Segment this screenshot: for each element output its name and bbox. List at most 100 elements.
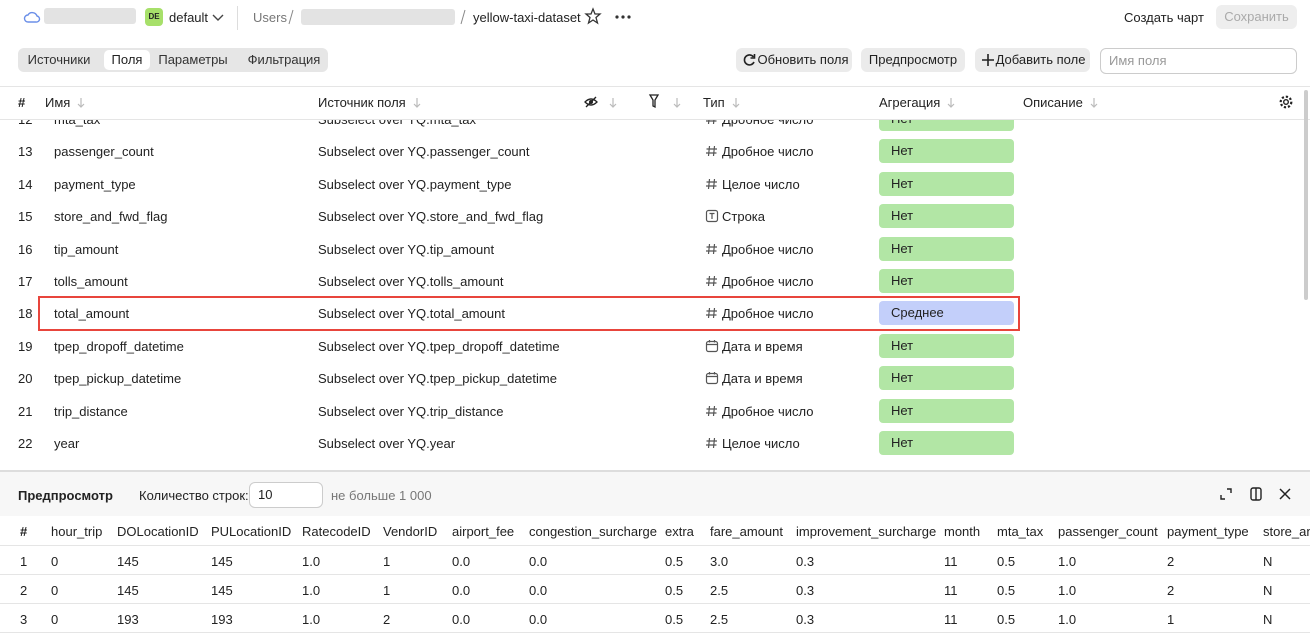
preview-column-header: DOLocationID (117, 524, 199, 539)
field-row: 22 year Subselect over YQ.year Целое число Н… (0, 427, 1310, 459)
aggregation[interactable]: Нет (879, 236, 1014, 261)
preview-cell: N (1263, 583, 1273, 598)
row-number: 17 (18, 274, 33, 289)
more-icon[interactable] (615, 15, 631, 19)
preview-cell: 1.0 (302, 583, 321, 598)
field-type[interactable]: Дата и время (722, 371, 803, 387)
field-type[interactable]: Дробное число (722, 144, 814, 160)
preview-cell: 1.0 (1058, 583, 1077, 598)
tab[interactable]: Параметры (158, 52, 228, 67)
preview-cell: 193 (211, 612, 233, 627)
preview-cell: N (1263, 612, 1273, 627)
row-number: 16 (18, 241, 33, 257)
field-name[interactable]: tpep_dropoff_datetime (54, 338, 184, 354)
preview-cell: 1 (383, 554, 391, 569)
breadcrumb[interactable]: Users (253, 10, 287, 25)
create-chart-button[interactable]: Создать чарт (1124, 10, 1204, 25)
workspace-name[interactable]: default (169, 10, 209, 25)
preview-cell: 2 (1167, 554, 1175, 569)
preview-cell: 0.5 (997, 554, 1016, 569)
aggregation[interactable]: Нет (879, 171, 1014, 196)
field-type[interactable]: Дробное число (722, 241, 814, 257)
field-type[interactable]: Дробное число (722, 119, 814, 127)
preview-cell: 11 (944, 554, 958, 569)
field-name[interactable]: trip_distance (54, 403, 128, 419)
field-name[interactable]: passenger_count (54, 144, 154, 160)
field-name[interactable]: mta_tax (54, 119, 101, 127)
field-name[interactable]: total_amount (54, 306, 130, 322)
preview-column-header: PULocationID (211, 524, 292, 539)
refresh-button[interactable]: Обновить поля (736, 48, 852, 72)
preview-cell: 1 (1167, 612, 1175, 627)
tab[interactable]: Фильтрация (247, 52, 321, 67)
tab[interactable]: Поля (104, 50, 150, 70)
preview-button[interactable]: Предпросмотр (861, 48, 965, 72)
field-source: Subselect over YQ.payment_type (318, 176, 512, 192)
separator (460, 9, 466, 25)
field-row: 19 tpep_dropoff_datetime Subselect over YQ… (0, 330, 1310, 362)
preview-cell: 0.5 (997, 583, 1016, 598)
type-icon (705, 210, 719, 223)
field-type[interactable]: Дата и время (722, 338, 803, 354)
column-header[interactable]: Имя (45, 95, 71, 110)
field-source: Subselect over YQ.total_amount (318, 306, 505, 322)
border (0, 545, 1310, 546)
row-number: 22 (18, 436, 33, 451)
type-icon (705, 372, 719, 385)
aggregation[interactable]: Нет (879, 366, 1014, 391)
field-name[interactable]: tpep_pickup_datetime (54, 371, 182, 387)
preview-cell: 0 (51, 554, 59, 569)
field-name[interactable]: year (54, 436, 80, 451)
row-number: 15 (18, 209, 33, 225)
field-type[interactable]: Целое число (722, 176, 800, 192)
row-number: 20 (18, 371, 33, 387)
preview-column-header: passenger_count (1058, 524, 1158, 539)
cloud-icon (23, 11, 41, 23)
column-header[interactable]: Описание (1023, 95, 1083, 110)
aggregation[interactable]: Нет (879, 139, 1014, 164)
preview-column-header: VendorID (383, 524, 438, 539)
field-type[interactable]: Целое число (722, 436, 800, 451)
preview-cell: 0.3 (796, 554, 815, 569)
aggregation[interactable]: Нет (879, 431, 1014, 455)
field-name[interactable]: store_and_fwd_flag (54, 209, 168, 225)
search-input[interactable]: Имя поля (1100, 48, 1297, 74)
preview-cell: 2 (20, 583, 28, 598)
column-header[interactable]: Тип (703, 95, 725, 110)
field-type[interactable]: Дробное число (722, 274, 814, 289)
preview-column-header: extra (665, 524, 694, 539)
type-icon (706, 405, 717, 416)
aggregation[interactable]: Нет (879, 119, 1014, 131)
aggregation[interactable]: Среднее (879, 301, 1014, 326)
field-type[interactable]: Дробное число (722, 403, 814, 419)
aggregation[interactable]: Нет (879, 398, 1014, 423)
close-icon (1279, 488, 1291, 500)
field-name[interactable]: tip_amount (54, 241, 119, 257)
tab[interactable]: Источники (27, 52, 91, 67)
star-icon[interactable] (584, 7, 602, 25)
aggregation[interactable]: Нет (879, 204, 1014, 229)
preview-column-header: month (944, 524, 981, 539)
add-field-button[interactable]: Добавить поле (975, 48, 1090, 72)
column-header[interactable]: Источник поля (318, 95, 406, 110)
preview-cell: 0.0 (529, 612, 548, 627)
aggregation[interactable]: Нет (879, 333, 1014, 358)
field-type[interactable]: Дробное число (722, 306, 814, 322)
field-source: Subselect over YQ.passenger_count (318, 144, 530, 160)
rows-input[interactable]: 10 (249, 482, 323, 508)
preview-cell: 11 (944, 583, 958, 598)
divider (237, 6, 238, 30)
field-source: Subselect over YQ.tpep_pickup_datetime (318, 371, 557, 387)
scrollbar (1304, 90, 1308, 300)
field-source: Subselect over YQ.year (318, 436, 456, 451)
preview-table: # hour_trip DOLocationID PULocationID Rateco… (0, 516, 1310, 633)
save-button[interactable]: Сохранить (1216, 5, 1297, 29)
preview-column-header: # (20, 524, 28, 539)
field-type[interactable]: Строка (722, 209, 766, 225)
field-name[interactable]: tolls_amount (54, 274, 128, 289)
aggregation[interactable]: Нет (879, 269, 1014, 293)
preview-cell: 145 (117, 554, 139, 569)
field-name[interactable]: payment_type (54, 176, 136, 192)
column-header[interactable]: Агрегация (879, 95, 941, 110)
